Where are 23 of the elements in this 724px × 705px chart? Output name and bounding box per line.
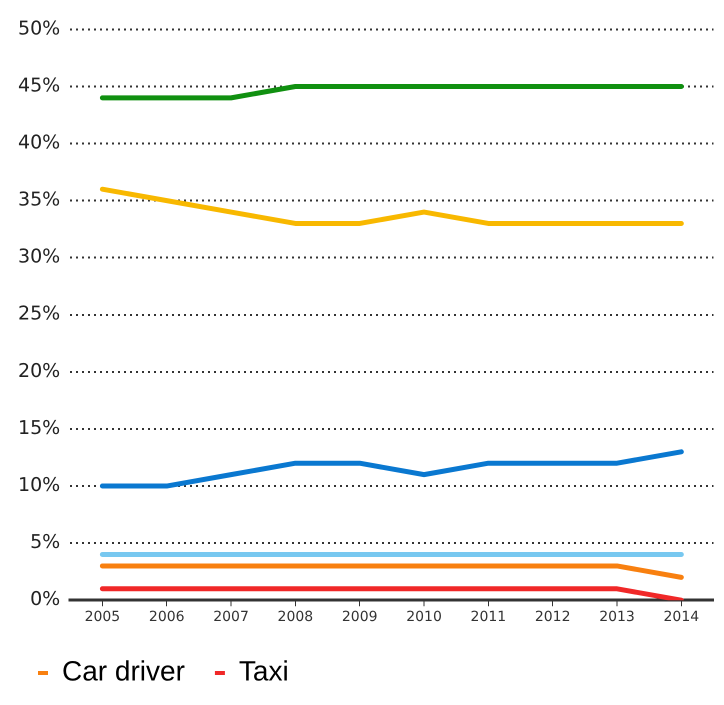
y-tick-label: 10% — [18, 474, 60, 496]
y-tick-label: 45% — [18, 74, 60, 96]
x-tick-label: 2009 — [342, 609, 378, 626]
y-tick-label: 20% — [18, 360, 60, 382]
x-tick-label: 2010 — [406, 609, 442, 626]
x-tick-label: 2014 — [664, 609, 700, 626]
x-tick-label: 2012 — [534, 609, 571, 626]
x-tick-label: 2006 — [148, 609, 185, 626]
y-tick-label: 30% — [18, 246, 60, 268]
legend-label: Car driver — [62, 656, 185, 687]
x-tick-label: 2011 — [470, 609, 506, 626]
y-tick-label: 15% — [18, 416, 60, 439]
y-tick-label: 35% — [18, 188, 60, 211]
x-tick-label: 2008 — [278, 609, 314, 626]
legend-label: Taxi — [238, 656, 289, 687]
y-tick-label: 5% — [30, 531, 60, 554]
x-tick-label: 2005 — [84, 609, 120, 626]
x-tick-label: 2007 — [213, 609, 249, 626]
x-tick-label: 2013 — [599, 609, 635, 626]
y-tick-label: 40% — [18, 131, 60, 154]
y-tick-label: 50% — [18, 17, 60, 40]
y-tick-label: 25% — [18, 302, 60, 325]
y-tick-label: 0% — [30, 588, 60, 610]
